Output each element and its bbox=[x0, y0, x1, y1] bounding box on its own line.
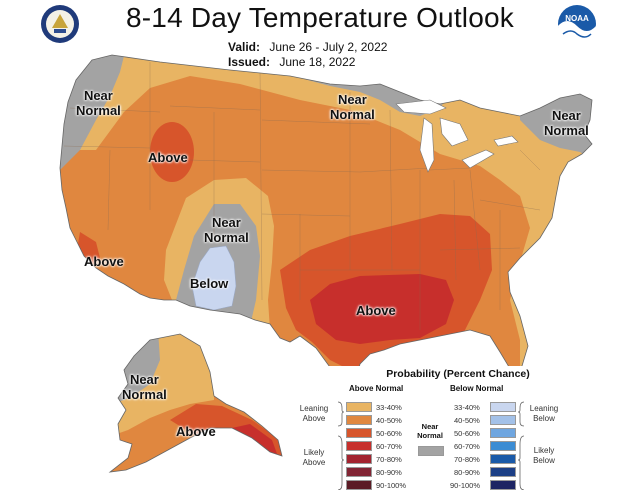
range-above-5: 80-90% bbox=[376, 468, 402, 477]
label-north-near-normal: Near Normal bbox=[330, 92, 375, 122]
swatch-above-40-50 bbox=[346, 415, 372, 425]
noaa-logo-icon: NOAA bbox=[558, 5, 596, 44]
page-title: 8-14 Day Temperature Outlook bbox=[126, 2, 514, 33]
legend-near-normal-label: Near Normal bbox=[417, 422, 443, 440]
range-above-1: 40-50% bbox=[376, 416, 402, 425]
legend-likely-above: Likely Above bbox=[302, 448, 326, 467]
noaa-text: NOAA bbox=[565, 14, 589, 23]
legend-leaning-above: Leaning Above bbox=[299, 404, 329, 423]
valid-value: June 26 - July 2, 2022 bbox=[269, 40, 388, 54]
range-above-3: 60-70% bbox=[376, 442, 402, 451]
issued-label: Issued: bbox=[228, 55, 271, 69]
label-nw-near-normal: Near Normal bbox=[76, 88, 121, 118]
legend-leaning-below: Leaning Below bbox=[529, 404, 559, 423]
swatch-below-70-80 bbox=[490, 454, 516, 464]
legend-below-header: Below Normal bbox=[450, 384, 504, 393]
great-lakes bbox=[395, 99, 519, 173]
swatch-above-50-60 bbox=[346, 428, 372, 438]
swatch-below-40-50 bbox=[490, 415, 516, 425]
doc-seal-icon bbox=[41, 5, 79, 43]
range-below-1: 40-50% bbox=[454, 416, 480, 425]
label-south-above: Above bbox=[356, 303, 396, 318]
range-above-2: 50-60% bbox=[376, 429, 402, 438]
range-below-6: 90-100% bbox=[450, 481, 481, 490]
label-ak-near-normal: Near Normal bbox=[122, 372, 167, 402]
range-above-6: 90-100% bbox=[376, 481, 407, 490]
swatch-below-60-70 bbox=[490, 441, 516, 451]
swatch-below-90-100 bbox=[490, 480, 516, 490]
range-below-5: 80-90% bbox=[454, 468, 480, 477]
range-below-2: 50-60% bbox=[454, 429, 480, 438]
swatch-above-80-90 bbox=[346, 467, 372, 477]
range-below-3: 60-70% bbox=[454, 442, 480, 451]
range-below-0: 33-40% bbox=[454, 403, 480, 412]
swatch-near-normal bbox=[418, 446, 444, 456]
legend-above-header: Above Normal bbox=[349, 384, 404, 393]
label-sw-near-normal: Near Normal bbox=[204, 215, 249, 245]
legend-likely-below: Likely Below bbox=[533, 446, 555, 465]
issued-value: June 18, 2022 bbox=[279, 55, 356, 69]
label-sw-below: Below bbox=[190, 276, 229, 291]
swatch-below-50-60 bbox=[490, 428, 516, 438]
label-ne-near-normal: Near Normal bbox=[544, 108, 589, 138]
swatch-above-33-40 bbox=[346, 402, 372, 412]
valid-label: Valid: bbox=[228, 40, 261, 54]
swatch-below-33-40 bbox=[490, 402, 516, 412]
issued-row: Issued: June 18, 2022 bbox=[228, 55, 355, 69]
range-above-4: 70-80% bbox=[376, 455, 402, 464]
swatch-above-70-80 bbox=[346, 454, 372, 464]
swatch-above-90-100 bbox=[346, 480, 372, 490]
range-above-0: 33-40% bbox=[376, 403, 402, 412]
legend-braces bbox=[337, 401, 525, 490]
swatch-below-80-90 bbox=[490, 467, 516, 477]
label-idaho-above: Above bbox=[148, 150, 188, 165]
swatch-above-60-70 bbox=[346, 441, 372, 451]
label-ca-above: Above bbox=[84, 254, 124, 269]
valid-row: Valid: June 26 - July 2, 2022 bbox=[228, 40, 387, 54]
legend: Probability (Percent Chance) Above Norma… bbox=[292, 366, 624, 490]
label-ak-above: Above bbox=[176, 424, 216, 439]
range-below-4: 70-80% bbox=[454, 455, 480, 464]
legend-title: Probability (Percent Chance) bbox=[386, 368, 530, 380]
